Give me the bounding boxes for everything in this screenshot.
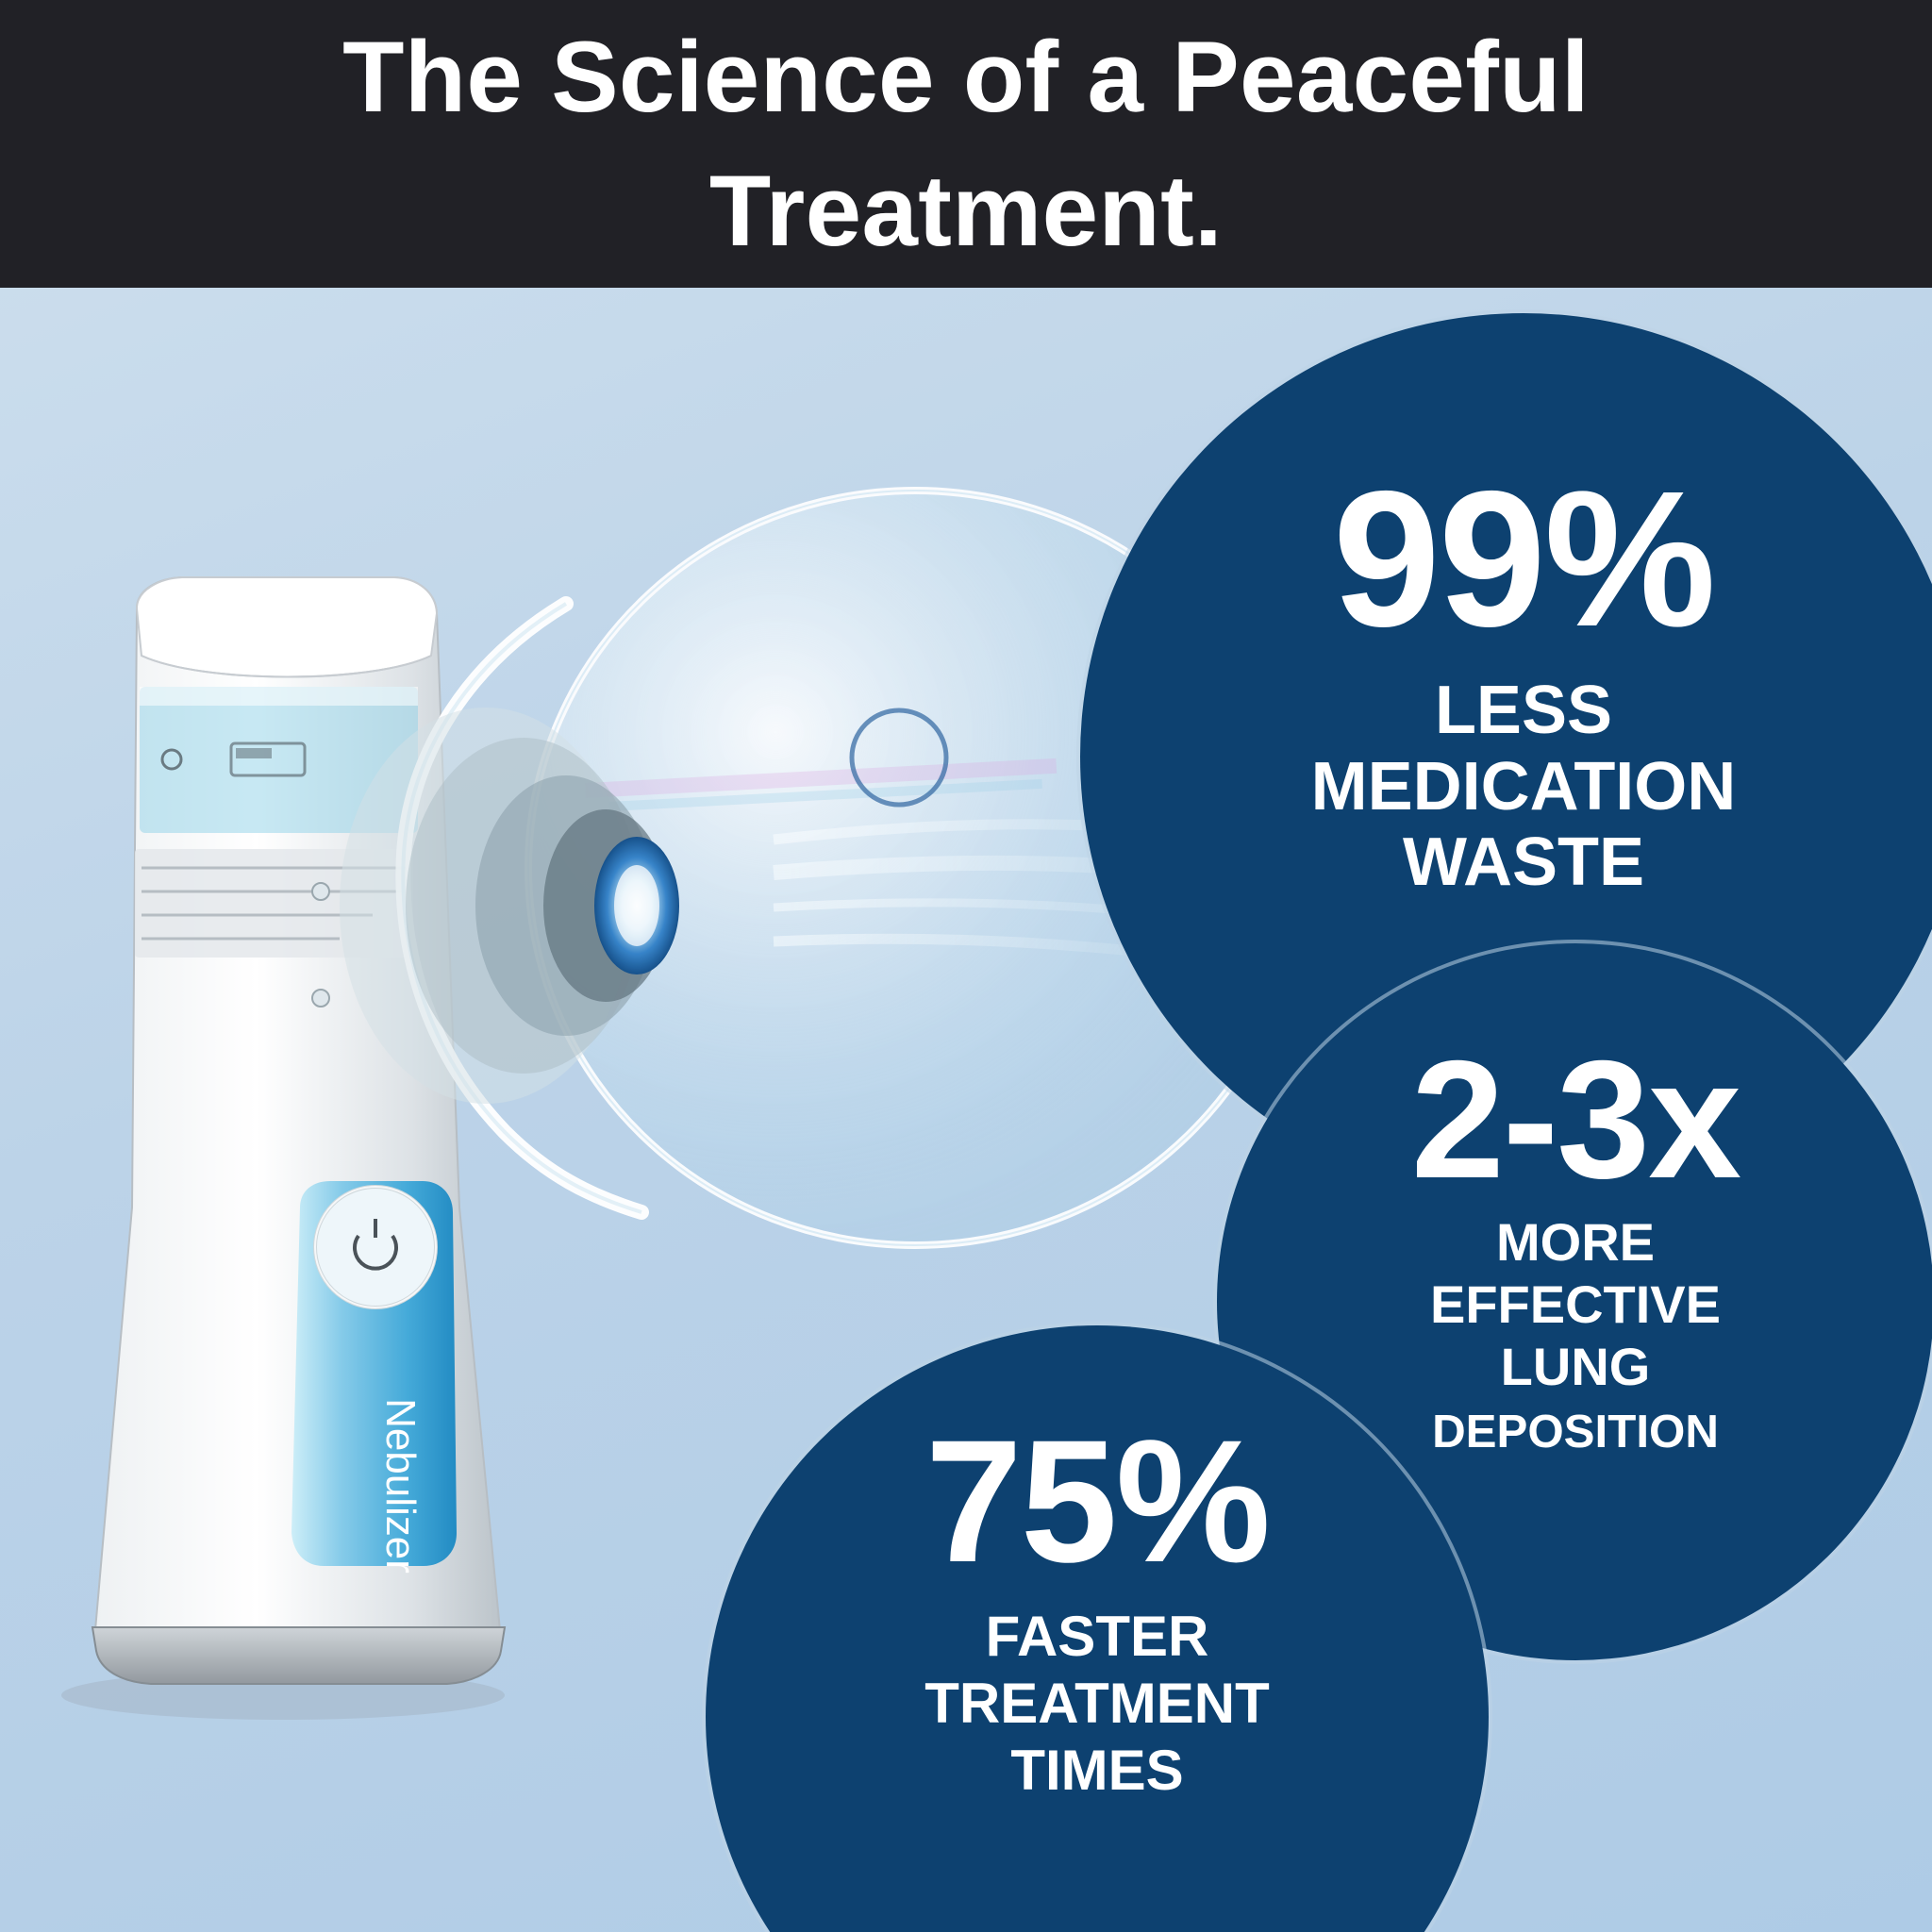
svg-text:Nebulizer: Nebulizer: [377, 1398, 424, 1574]
